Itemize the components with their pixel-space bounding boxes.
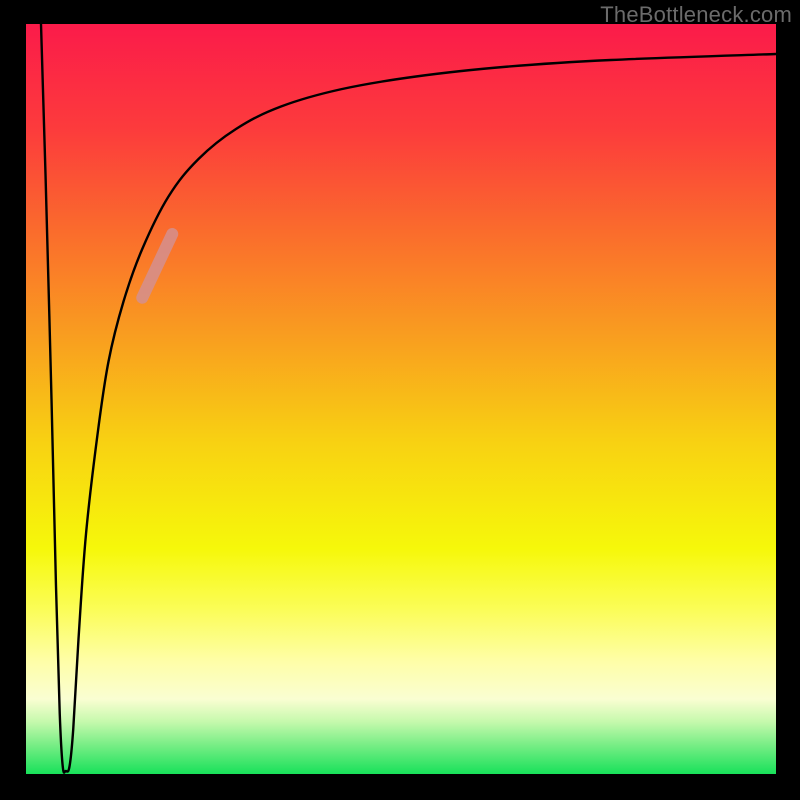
chart-container: TheBottleneck.com [0, 0, 800, 800]
plot-background [26, 24, 776, 774]
plot-area [26, 24, 776, 774]
